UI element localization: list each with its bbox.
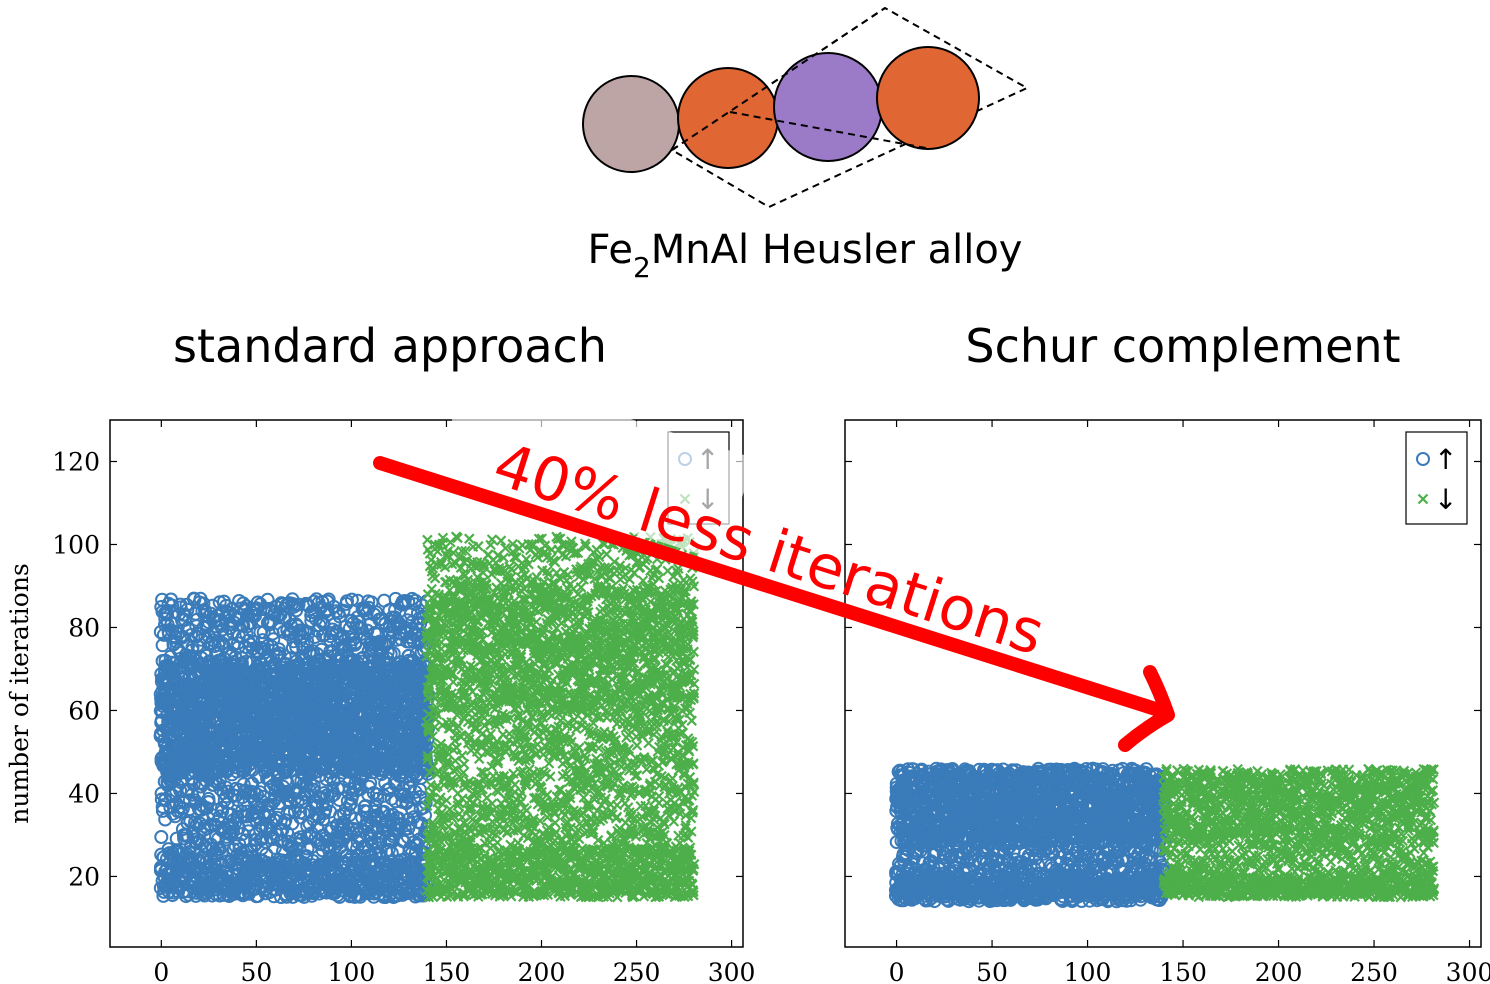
point xyxy=(308,630,322,644)
left-panel-title: standard approach xyxy=(173,319,607,373)
point xyxy=(200,821,215,836)
series-spin-up xyxy=(153,591,436,905)
alloy-label: Fe2MnAl Heusler alloy xyxy=(588,227,1023,284)
point xyxy=(344,592,359,607)
point xyxy=(277,649,292,664)
point xyxy=(316,812,331,827)
point xyxy=(175,801,190,816)
atom-fe-2 xyxy=(876,46,980,150)
point xyxy=(336,603,351,618)
point xyxy=(154,830,169,844)
point xyxy=(180,620,195,635)
point xyxy=(370,791,385,806)
point xyxy=(363,732,378,746)
point xyxy=(451,742,462,753)
point xyxy=(266,832,281,846)
point xyxy=(314,614,328,629)
point xyxy=(194,836,209,851)
point xyxy=(343,796,358,811)
point xyxy=(201,791,216,806)
point xyxy=(347,637,362,652)
point xyxy=(317,806,332,821)
crystal-structure xyxy=(582,6,1030,209)
point xyxy=(189,619,204,634)
point xyxy=(203,817,218,832)
unit-cell-diagonal xyxy=(729,111,927,149)
point xyxy=(492,837,503,848)
point xyxy=(291,597,306,612)
atom-fe-1 xyxy=(677,67,779,169)
point xyxy=(155,638,170,653)
point xyxy=(180,602,195,617)
point xyxy=(512,837,524,849)
point xyxy=(155,799,170,814)
point xyxy=(352,776,367,791)
point xyxy=(482,549,494,561)
point xyxy=(458,758,470,770)
point xyxy=(165,598,180,613)
point xyxy=(194,802,209,817)
unit-cell-front-edge xyxy=(671,7,886,151)
right-panel-title: Schur complement xyxy=(965,319,1400,373)
scatter-points xyxy=(153,531,700,905)
atom-mn xyxy=(773,52,883,162)
point xyxy=(260,592,275,607)
point xyxy=(348,811,363,826)
series-spin-down xyxy=(421,531,700,903)
point xyxy=(301,626,316,641)
atom-al xyxy=(582,75,680,173)
